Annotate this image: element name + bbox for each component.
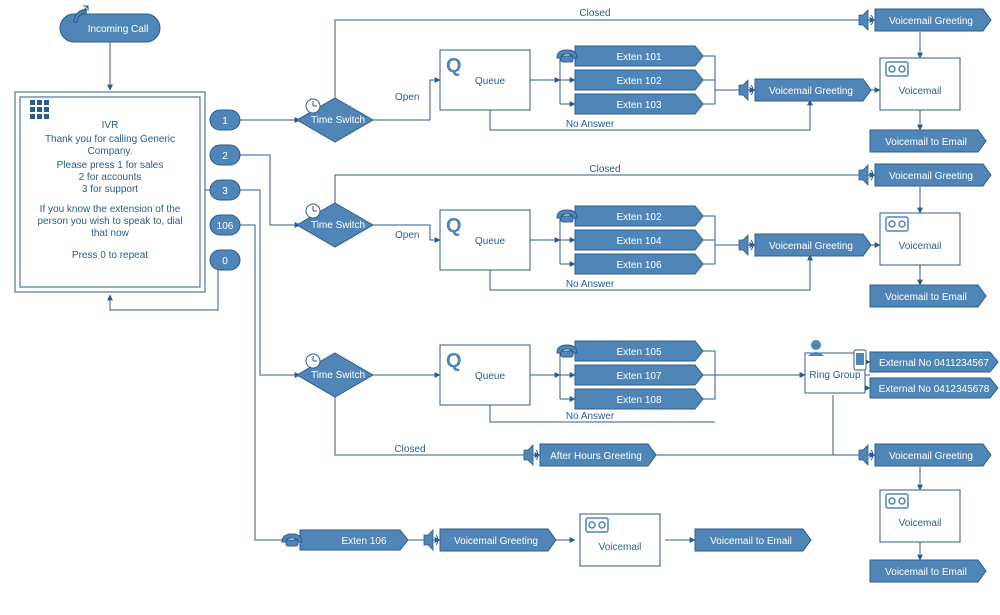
voicemail-greeting-label: After Hours Greeting bbox=[550, 451, 642, 462]
speaker-icon bbox=[859, 445, 868, 465]
queue-icon: Q bbox=[446, 215, 462, 237]
extension-label: External No 0411234567 bbox=[879, 358, 989, 369]
option-bubbles: 1 2 3 106 0 bbox=[210, 110, 240, 270]
speaker-icon bbox=[524, 445, 533, 465]
voicemail-greeting-label: Voicemail Greeting bbox=[454, 536, 538, 547]
svg-text:No Answer: No Answer bbox=[566, 279, 615, 290]
ivr-box: IVR Thank you for calling Generic Compan… bbox=[15, 92, 205, 292]
extension-label: Exten 104 bbox=[616, 236, 661, 247]
extension-label: Exten 101 bbox=[616, 52, 661, 63]
voicemail-greeting-label: Voicemail Greeting bbox=[769, 241, 853, 252]
extension-label: Exten 106 bbox=[616, 260, 661, 271]
time-switch-label: Time Switch bbox=[311, 115, 365, 126]
queue-icon: Q bbox=[446, 350, 462, 372]
speaker-icon bbox=[739, 235, 748, 255]
speaker-icon bbox=[859, 165, 868, 185]
svg-text:Thank you for calling Generic: Thank you for calling Generic bbox=[45, 134, 175, 145]
speaker-icon bbox=[739, 80, 748, 100]
voicemail-to-email-label: Voicemail to Email bbox=[885, 137, 967, 148]
extension-label: Exten 108 bbox=[616, 395, 661, 406]
time-switch-label: Time Switch bbox=[311, 370, 365, 381]
extension-label: Exten 102 bbox=[616, 76, 661, 87]
svg-text:Open: Open bbox=[395, 92, 419, 103]
svg-text:Please press 1 for sales: Please press 1 for sales bbox=[57, 160, 164, 171]
time-switch-label: Time Switch bbox=[311, 220, 365, 231]
voicemail-greeting-label: Voicemail Greeting bbox=[769, 86, 853, 97]
voicemail-label: Voicemail bbox=[899, 86, 942, 97]
queue-label: Queue bbox=[475, 236, 505, 247]
svg-text:that now: that now bbox=[91, 228, 130, 239]
svg-text:3 for support: 3 for support bbox=[82, 184, 138, 195]
svg-text:2 for accounts: 2 for accounts bbox=[79, 172, 142, 183]
queue-label: Queue bbox=[475, 76, 505, 87]
ivr-option-label: 2 bbox=[222, 151, 228, 162]
svg-text:No Answer: No Answer bbox=[566, 411, 615, 422]
svg-text:person you wish to speak to, d: person you wish to speak to, dial bbox=[37, 216, 182, 227]
svg-text:Closed: Closed bbox=[394, 444, 425, 455]
svg-text:Closed: Closed bbox=[589, 164, 620, 175]
incoming-call-node: Incoming Call bbox=[60, 6, 160, 42]
svg-text:Press 0 to repeat: Press 0 to repeat bbox=[72, 250, 148, 261]
extension-label: Exten 106 bbox=[341, 536, 386, 547]
voicemail-label: Voicemail bbox=[599, 542, 642, 553]
voicemail-to-email-label: Voicemail to Email bbox=[885, 567, 967, 578]
svg-text:Company.: Company. bbox=[88, 146, 133, 157]
person-icon bbox=[811, 340, 821, 350]
call-flow-diagram: Open Closed No Answer Open Closed No Ans… bbox=[0, 0, 1000, 615]
svg-text:Open: Open bbox=[395, 230, 419, 241]
extension-label: Exten 105 bbox=[616, 347, 661, 358]
ivr-option-label: 106 bbox=[217, 221, 234, 232]
svg-text:Incoming Call: Incoming Call bbox=[88, 24, 149, 35]
ivr-option-label: 3 bbox=[222, 186, 228, 197]
voicemail-to-email-label: Voicemail to Email bbox=[885, 292, 967, 303]
extension-label: Exten 103 bbox=[616, 100, 661, 111]
queue-icon: Q bbox=[446, 55, 462, 77]
svg-text:If you know the extension of t: If you know the extension of the bbox=[40, 204, 181, 215]
voicemail-greeting-label: Voicemail Greeting bbox=[889, 171, 973, 182]
extension-label: Exten 107 bbox=[616, 371, 661, 382]
ivr-option-label: 0 bbox=[222, 256, 228, 267]
extension-label: External No 0412345678 bbox=[879, 384, 990, 395]
svg-text:Closed: Closed bbox=[579, 8, 610, 19]
ivr-option-label: 1 bbox=[222, 116, 228, 127]
voicemail-label: Voicemail bbox=[899, 241, 942, 252]
voicemail-greeting-label: Voicemail Greeting bbox=[889, 451, 973, 462]
svg-text:No Answer: No Answer bbox=[566, 119, 615, 130]
ring-group-label: Ring Group bbox=[809, 370, 861, 381]
queue-label: Queue bbox=[475, 371, 505, 382]
voicemail-to-email-label: Voicemail to Email bbox=[710, 536, 792, 547]
speaker-icon bbox=[859, 10, 868, 30]
svg-text:IVR: IVR bbox=[102, 120, 119, 131]
voicemail-greeting-label: Voicemail Greeting bbox=[889, 16, 973, 27]
extension-label: Exten 102 bbox=[616, 212, 661, 223]
voicemail-label: Voicemail bbox=[899, 518, 942, 529]
speaker-icon bbox=[424, 530, 433, 550]
